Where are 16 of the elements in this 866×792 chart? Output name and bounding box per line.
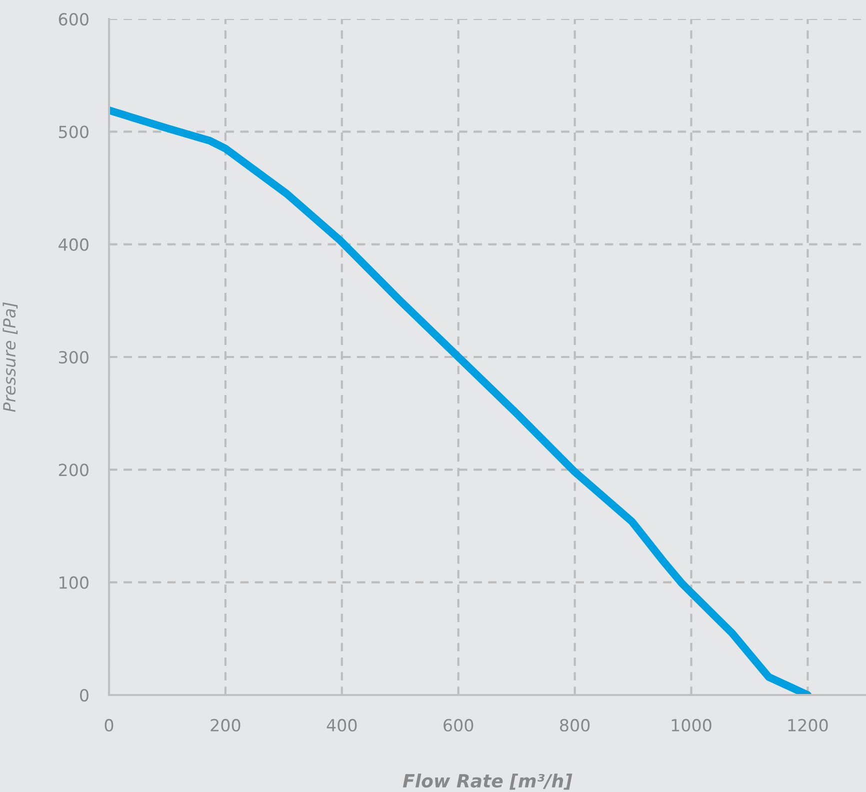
x-axis-title: Flow Rate [m³/h]: [402, 774, 572, 790]
x-tick-label: 800: [560, 718, 590, 732]
x-tick-label: 600: [444, 718, 474, 732]
x-tick-label: 1200: [788, 718, 828, 732]
x-tick-label: 400: [326, 718, 357, 732]
x-tick-label: 200: [210, 718, 240, 732]
y-tick-label: 500: [59, 126, 88, 138]
y-axis-title: Pressure [Pa]: [2, 302, 18, 412]
y-tick-label: 0: [80, 688, 88, 702]
x-tick-label: 0: [104, 718, 114, 732]
y-tick-label: 400: [58, 238, 88, 251]
y-tick-label: 600: [58, 12, 88, 26]
y-tick-label: 200: [58, 464, 88, 476]
y-tick-label: 100: [60, 576, 88, 589]
x-tick-label: 1000: [672, 718, 712, 732]
y-tick-label: 300: [59, 350, 88, 364]
